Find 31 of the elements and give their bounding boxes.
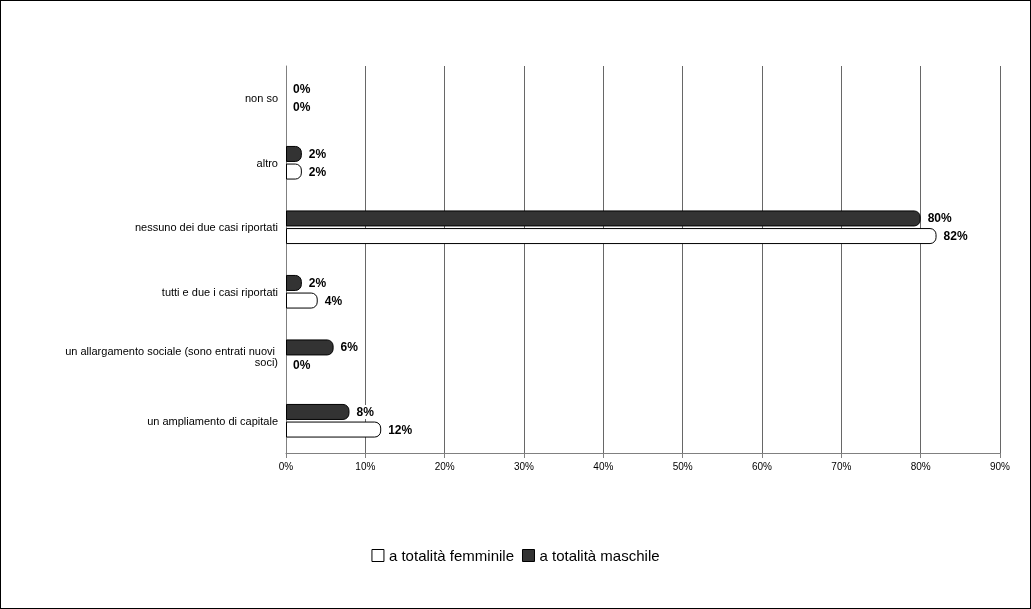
data-label: 82% — [943, 229, 968, 244]
data-label: 0% — [293, 82, 311, 97]
data-label: 0% — [293, 358, 311, 373]
data-label: 2% — [308, 164, 327, 179]
data-label: 12% — [388, 422, 413, 437]
x-tick-label: 50% — [672, 460, 693, 472]
data-label: 0% — [293, 100, 311, 115]
x-tick-label: 70% — [831, 460, 852, 472]
x-tick-label: 90% — [989, 460, 1011, 472]
data-label: 6% — [340, 340, 359, 355]
x-tick-label: 60% — [751, 460, 773, 472]
y-tick-label: nessuno dei due casi riportati — [134, 221, 278, 234]
data-label: 8% — [356, 404, 375, 419]
y-tick-label: tutti e due i casi riportati — [161, 285, 278, 298]
x-tick-label: 0% — [278, 460, 294, 472]
x-tick-label: 20% — [434, 460, 455, 472]
y-tick-label: non so — [244, 92, 278, 105]
data-label: 80% — [927, 211, 953, 226]
data-label: 4% — [324, 293, 343, 308]
bar — [286, 339, 334, 356]
x-tick-label: 40% — [593, 460, 614, 472]
x-tick-label: 30% — [513, 460, 535, 472]
y-tick-label: altro — [256, 156, 278, 169]
x-tick-label: 80% — [910, 460, 931, 472]
data-label: 2% — [308, 146, 327, 161]
legend-label: a totalità maschile — [539, 547, 660, 564]
x-tick-label: 10% — [355, 460, 376, 472]
y-tick-label: un allargamento sociale (sono entrati nuovi soci) — [65, 344, 278, 368]
data-label: 2% — [308, 275, 327, 290]
legend-label: a totalità femminile — [388, 547, 515, 564]
y-tick-label: un ampliamento di capitale — [147, 414, 278, 427]
